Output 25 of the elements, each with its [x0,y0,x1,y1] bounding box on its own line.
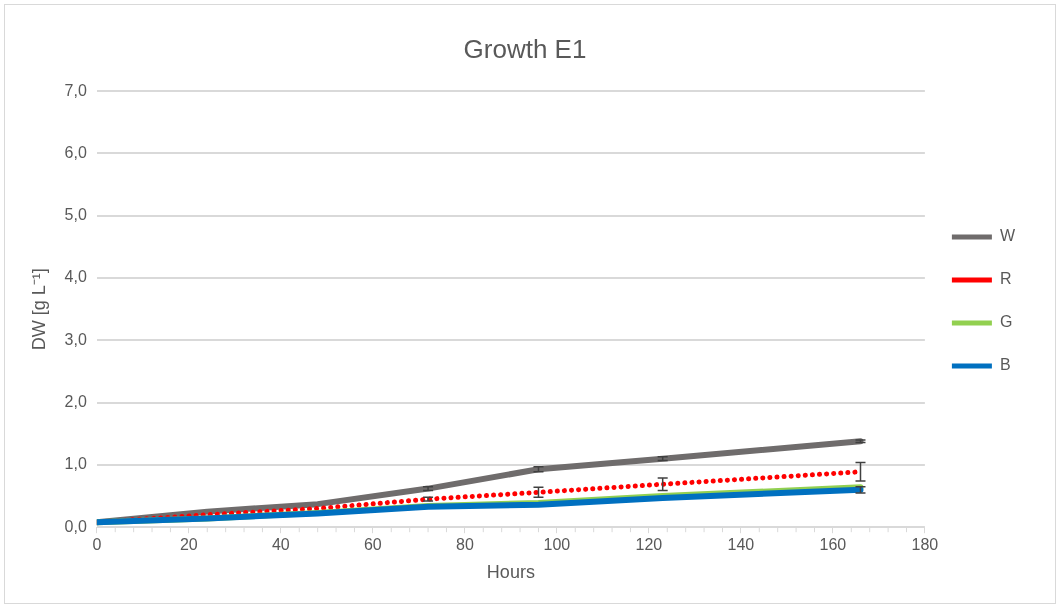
legend-label: R [999,270,1012,288]
y-tick-label: 3,0 [64,330,87,348]
x-tick-label: 80 [455,536,474,554]
y-tick-label: 5,0 [64,206,87,224]
y-tick-label: 0,0 [64,517,87,535]
legend-label: G [999,313,1013,331]
legend-label: W [999,227,1016,245]
x-tick-label: 20 [179,536,198,554]
y-axis-title: DW [g L⁻¹] [28,268,49,351]
x-tick-label: 140 [727,536,755,554]
legend-label: B [999,356,1011,374]
y-tick-label: 2,0 [64,393,87,411]
y-tick-label: 7,0 [64,81,87,99]
x-tick-label: 0 [92,536,102,554]
x-tick-label: 60 [363,536,382,554]
x-axis-title: Hours [486,562,535,583]
x-tick-label: 120 [635,536,663,554]
y-tick-label: 6,0 [64,143,87,161]
y-tick-label: 1,0 [64,455,87,473]
x-tick-label: 180 [911,536,939,554]
x-tick-label: 40 [271,536,290,554]
y-tick-label: 4,0 [64,268,87,286]
x-tick-label: 160 [819,536,847,554]
chart-title: Growth E1 [463,33,587,64]
x-tick-label: 100 [543,536,571,554]
